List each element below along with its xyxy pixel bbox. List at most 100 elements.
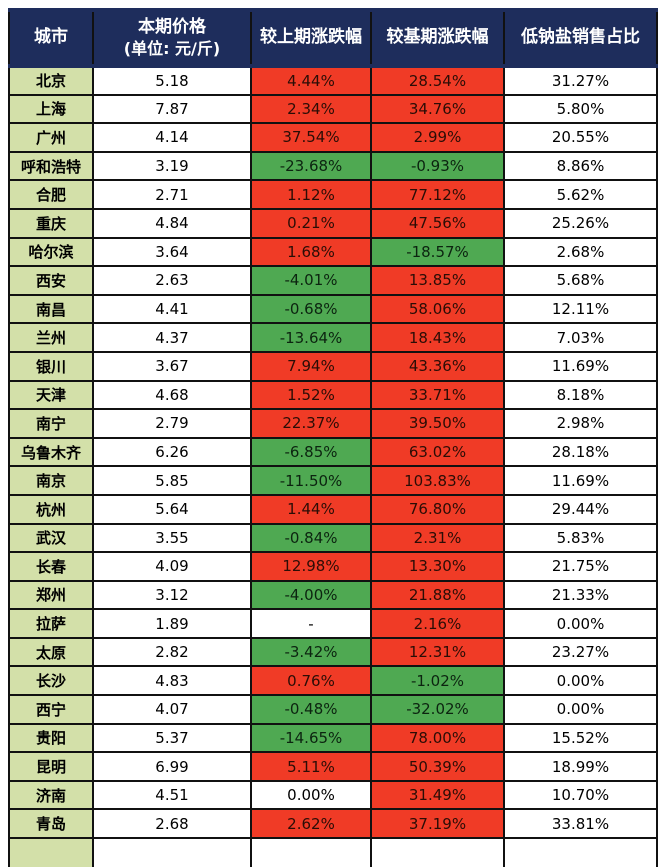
cell-chg-prev: 0.76% [250, 665, 372, 697]
table-body: 北京 5.18 4.44% 28.54% 31.27% 上海 7.87 2.34% 34.76%… [8, 65, 658, 867]
cell-chg-base: -32.02% [370, 694, 505, 725]
cell-chg-base: 47.56% [370, 207, 505, 239]
cell-chg-prev: 1.44% [250, 493, 372, 525]
table-row: 武汉 3.55 -0.84% 2.31% 5.83% [8, 522, 658, 554]
table-row: 兰州 4.37 -13.64% 18.43% 7.03% [8, 322, 658, 353]
cell-price: 4.51 [92, 779, 252, 811]
table-row: 西安 2.63 -4.01% 13.85% 5.68% [8, 265, 658, 296]
cell-chg-prev: -0.48% [250, 694, 372, 725]
cell-share: 0.00% [503, 608, 658, 639]
cell-chg-prev: -13.64% [250, 322, 372, 353]
cell-price: 7.87 [92, 93, 252, 125]
cell-share: 20.55% [503, 122, 658, 153]
col-header-chg-prev: 较上期涨跌幅 [250, 8, 372, 68]
table-row: 天津 4.68 1.52% 33.71% 8.18% [8, 379, 658, 411]
col-header-chg-prev-label: 较上期涨跌幅 [260, 27, 362, 48]
cell-share: 7.03% [503, 322, 658, 353]
cell-chg-base: 78.00% [370, 722, 505, 754]
cell-chg-prev: - [250, 608, 372, 639]
cell-price: 6.99 [92, 751, 252, 782]
cell-city: 贵阳 [8, 722, 94, 754]
cell-chg-base: 39.50% [370, 408, 505, 439]
cell-chg-base: 31.49% [370, 779, 505, 811]
cell-chg-base: 34.76% [370, 93, 505, 125]
cell-city: 杭州 [8, 493, 94, 525]
cell-price: 4.84 [92, 207, 252, 239]
cell-city: 长春 [8, 551, 94, 582]
cell-price: 3.19 [92, 150, 252, 182]
cell-chg-prev: -3.42% [250, 636, 372, 668]
cell-city: 北京 [8, 65, 94, 96]
col-header-price-label: 本期价格 [138, 17, 206, 38]
cell-chg-base: 18.43% [370, 322, 505, 353]
city-price-table-wrap: 城市 本期价格 (单位: 元/斤) 较上期涨跌幅 较基期涨跌幅 低钠盐销售占比 … [8, 8, 658, 867]
table-row-partial [8, 837, 658, 867]
cell-city: 哈尔滨 [8, 236, 94, 268]
cell-chg-prev: -0.68% [250, 293, 372, 325]
cell-chg-prev: 1.52% [250, 379, 372, 411]
table-row: 长沙 4.83 0.76% -1.02% 0.00% [8, 665, 658, 697]
cell-city: 西宁 [8, 694, 94, 725]
cell-city: 南京 [8, 465, 94, 496]
cell-chg-base: 2.99% [370, 122, 505, 153]
col-header-chg-base-label: 较基期涨跌幅 [386, 27, 489, 48]
cell-price [92, 837, 252, 867]
table-row: 长春 4.09 12.98% 13.30% 21.75% [8, 551, 658, 582]
cell-price: 3.67 [92, 350, 252, 382]
cell-city: 拉萨 [8, 608, 94, 639]
cell-price: 4.41 [92, 293, 252, 325]
cell-share: 10.70% [503, 779, 658, 811]
cell-chg-prev: -0.84% [250, 522, 372, 554]
cell-city: 南宁 [8, 408, 94, 439]
cell-chg-prev: -4.00% [250, 579, 372, 611]
table-row: 北京 5.18 4.44% 28.54% 31.27% [8, 65, 658, 96]
cell-price: 5.64 [92, 493, 252, 525]
cell-price: 1.89 [92, 608, 252, 639]
cell-price: 3.64 [92, 236, 252, 268]
cell-price: 4.37 [92, 322, 252, 353]
cell-chg-base: 103.83% [370, 465, 505, 496]
cell-city: 广州 [8, 122, 94, 153]
cell-city: 太原 [8, 636, 94, 668]
city-price-table: 城市 本期价格 (单位: 元/斤) 较上期涨跌幅 较基期涨跌幅 低钠盐销售占比 … [8, 8, 658, 867]
cell-price: 5.85 [92, 465, 252, 496]
table-row: 哈尔滨 3.64 1.68% -18.57% 2.68% [8, 236, 658, 268]
table-row: 拉萨 1.89-2.16% 0.00% [8, 608, 658, 639]
table-row: 青岛 2.68 2.62% 37.19% 33.81% [8, 808, 658, 840]
cell-share: 28.18% [503, 436, 658, 468]
col-header-share-label: 低钠盐销售占比 [521, 27, 640, 48]
cell-price: 4.09 [92, 551, 252, 582]
cell-chg-base: 77.12% [370, 179, 505, 210]
table-row: 呼和浩特 3.19 -23.68% -0.93% 8.86% [8, 150, 658, 182]
cell-chg-prev: 5.11% [250, 751, 372, 782]
cell-chg-prev: 0.21% [250, 207, 372, 239]
cell-chg-prev: 2.62% [250, 808, 372, 840]
cell-chg-base: 2.31% [370, 522, 505, 554]
table-row: 合肥 2.71 1.12% 77.12% 5.62% [8, 179, 658, 210]
cell-share: 2.98% [503, 408, 658, 439]
cell-city: 天津 [8, 379, 94, 411]
cell-price: 5.18 [92, 65, 252, 96]
cell-share: 8.86% [503, 150, 658, 182]
cell-chg-prev: -6.85% [250, 436, 372, 468]
cell-price: 3.12 [92, 579, 252, 611]
cell-chg-base: -18.57% [370, 236, 505, 268]
cell-share: 11.69% [503, 350, 658, 382]
cell-chg-base: 28.54% [370, 65, 505, 96]
cell-chg-base: 13.30% [370, 551, 505, 582]
cell-share: 33.81% [503, 808, 658, 840]
cell-chg-base: 43.36% [370, 350, 505, 382]
table-row: 西宁 4.07 -0.48% -32.02% 0.00% [8, 694, 658, 725]
cell-chg-base: 21.88% [370, 579, 505, 611]
cell-chg-prev: 2.34% [250, 93, 372, 125]
cell-chg-prev: 7.94% [250, 350, 372, 382]
cell-share: 21.33% [503, 579, 658, 611]
cell-share: 8.18% [503, 379, 658, 411]
table-row: 郑州 3.12 -4.00% 21.88% 21.33% [8, 579, 658, 611]
cell-chg-prev: 22.37% [250, 408, 372, 439]
cell-price: 3.55 [92, 522, 252, 554]
cell-city: 长沙 [8, 665, 94, 697]
cell-share: 25.26% [503, 207, 658, 239]
cell-share: 5.68% [503, 265, 658, 296]
cell-price: 2.63 [92, 265, 252, 296]
